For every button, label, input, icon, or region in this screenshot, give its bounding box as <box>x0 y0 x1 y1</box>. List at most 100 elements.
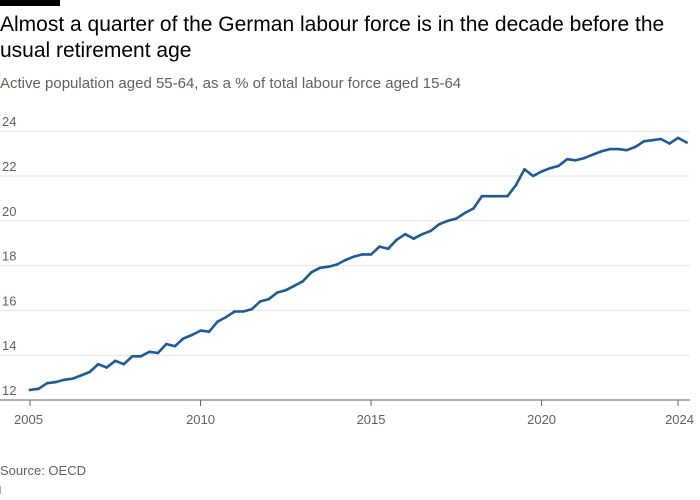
data-point <box>233 310 236 313</box>
data-point <box>310 271 313 274</box>
data-point <box>438 222 441 226</box>
data-point <box>582 156 586 160</box>
data-point <box>685 141 688 144</box>
data-point <box>335 263 339 266</box>
x-tick-label: 2005 <box>14 412 43 427</box>
data-point <box>489 194 492 198</box>
grid-lines <box>0 130 690 401</box>
y-axis-labels: 12 14 16 18 20 22 24 <box>2 114 16 398</box>
data-point <box>190 333 194 337</box>
chart-subtitle: Active population aged 55-64, as a % of … <box>0 75 462 92</box>
data-point <box>45 381 49 385</box>
data-point <box>37 387 40 391</box>
data-point <box>88 370 91 374</box>
data-point <box>105 366 108 369</box>
data-point <box>403 232 407 236</box>
data-point <box>480 194 484 198</box>
data-point <box>207 330 211 333</box>
y-tick-label: 22 <box>2 159 16 174</box>
x-tick-label: 2010 <box>186 412 215 427</box>
data-point <box>173 344 177 348</box>
data-point <box>642 140 646 143</box>
data-point <box>361 253 364 256</box>
data-point <box>591 153 594 156</box>
data-point <box>276 291 279 294</box>
y-tick-label: 18 <box>2 249 16 264</box>
data-point <box>506 194 509 198</box>
data-point <box>369 253 373 256</box>
data-point <box>156 351 160 355</box>
x-tick-label: 2015 <box>357 412 386 427</box>
y-tick-label: 20 <box>2 204 16 219</box>
data-point <box>224 315 228 319</box>
data-point <box>54 380 57 384</box>
series-line <box>28 136 688 392</box>
data-point <box>523 168 526 171</box>
x-axis-labels: 2005 2010 2015 2020 2024 <box>14 412 694 427</box>
data-point <box>634 145 637 149</box>
data-point <box>455 217 458 220</box>
data-point <box>395 238 398 242</box>
y-tick-label: 14 <box>2 338 16 353</box>
data-point <box>139 355 143 358</box>
data-point <box>318 266 322 270</box>
data-point <box>617 147 620 151</box>
data-point <box>122 362 126 366</box>
data-point <box>565 157 569 161</box>
footer-mark <box>0 486 7 494</box>
data-point <box>625 148 629 152</box>
header-accent-bar <box>0 0 60 6</box>
data-point <box>668 142 671 145</box>
data-point <box>429 229 433 233</box>
data-point <box>574 159 577 162</box>
data-point <box>446 219 450 223</box>
data-point <box>540 170 543 173</box>
data-point <box>96 362 100 366</box>
data-point <box>293 284 296 288</box>
data-point <box>463 211 467 215</box>
series-layer <box>28 136 688 392</box>
source-note: Source: OECD <box>0 463 86 478</box>
y-tick-label: 16 <box>2 293 16 308</box>
y-tick-label: 24 <box>2 114 16 129</box>
data-point <box>28 388 32 392</box>
data-point <box>548 166 552 170</box>
data-point <box>514 183 518 187</box>
data-point <box>241 310 245 313</box>
data-point <box>608 147 612 151</box>
data-point <box>182 337 185 340</box>
data-point <box>352 255 356 258</box>
data-point <box>199 329 202 332</box>
data-point <box>71 377 74 381</box>
data-point <box>301 280 305 283</box>
data-point <box>557 164 560 168</box>
data-point <box>258 300 262 303</box>
data-point <box>79 374 83 377</box>
data-point <box>378 245 381 248</box>
line-chart: 12 14 16 18 20 22 24 2005 2010 2015 2020 2024 <box>0 114 694 427</box>
data-point <box>412 237 416 240</box>
data-point <box>386 247 390 251</box>
data-point <box>62 378 66 382</box>
data-point <box>165 342 168 346</box>
data-point <box>531 174 535 178</box>
data-point <box>600 150 603 153</box>
data-point <box>267 297 271 301</box>
data-point <box>216 320 219 323</box>
x-tick-label: 2024 <box>665 412 694 427</box>
data-point <box>497 194 501 198</box>
x-tick-label: 2020 <box>527 412 556 427</box>
data-point <box>131 355 134 358</box>
data-point <box>676 136 680 140</box>
data-point <box>250 308 253 311</box>
data-point <box>659 137 663 141</box>
y-tick-label: 12 <box>2 383 16 398</box>
data-point <box>472 207 475 210</box>
data-point <box>651 138 654 142</box>
data-point <box>114 359 117 363</box>
chart-title: Almost a quarter of the German labour fo… <box>0 13 665 62</box>
x-axis-ticks <box>29 400 679 406</box>
data-point <box>344 258 347 262</box>
data-point <box>148 350 151 354</box>
data-point <box>327 265 330 268</box>
